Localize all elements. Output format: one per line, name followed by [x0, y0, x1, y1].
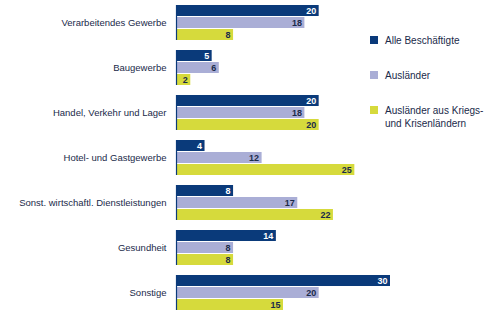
svg-text:25: 25	[342, 165, 352, 175]
svg-text:20: 20	[306, 288, 316, 298]
svg-text:6: 6	[211, 63, 216, 73]
svg-text:18: 18	[292, 18, 302, 28]
svg-text:8: 8	[226, 186, 231, 196]
svg-text:8: 8	[226, 255, 231, 265]
svg-text:5: 5	[204, 51, 209, 61]
html-text:Ausländer aus Kriegs- und Kris: Ausländer aus Kriegs- und Krisenländern	[385, 105, 484, 129]
svg-text:Sonstige: Sonstige	[130, 287, 167, 298]
svg-text:20: 20	[306, 120, 316, 130]
svg-text:30: 30	[377, 276, 387, 286]
svg-text:17: 17	[285, 198, 295, 208]
svg-text:20: 20	[306, 6, 316, 16]
svg-text:Gesundheit: Gesundheit	[118, 242, 167, 253]
svg-text:Baugewerbe: Baugewerbe	[113, 62, 166, 73]
svg-text:Hotel- und Gastgewerbe: Hotel- und Gastgewerbe	[64, 152, 167, 163]
svg-text:22: 22	[320, 210, 330, 220]
svg-text:18: 18	[292, 108, 302, 118]
svg-text:Sonst. wirtschaftl. Dienstleis: Sonst. wirtschaftl. Dienstleistungen	[19, 197, 166, 208]
svg-text:14: 14	[263, 231, 273, 241]
svg-text:15: 15	[270, 300, 280, 310]
svg-text:Verarbeitendes Gewerbe: Verarbeitendes Gewerbe	[61, 17, 166, 28]
html-text:Alle Beschäftigte: Alle Beschäftigte	[385, 35, 460, 46]
svg-text:8: 8	[226, 30, 231, 40]
svg-text:20: 20	[306, 96, 316, 106]
svg-text:4: 4	[197, 141, 202, 151]
svg-text:8: 8	[226, 243, 231, 253]
svg-text:Handel, Verkehr und Lager: Handel, Verkehr und Lager	[53, 107, 167, 118]
html-text:Ausländer: Ausländer	[385, 70, 430, 81]
svg-text:12: 12	[249, 153, 259, 163]
svg-text:2: 2	[183, 75, 188, 85]
